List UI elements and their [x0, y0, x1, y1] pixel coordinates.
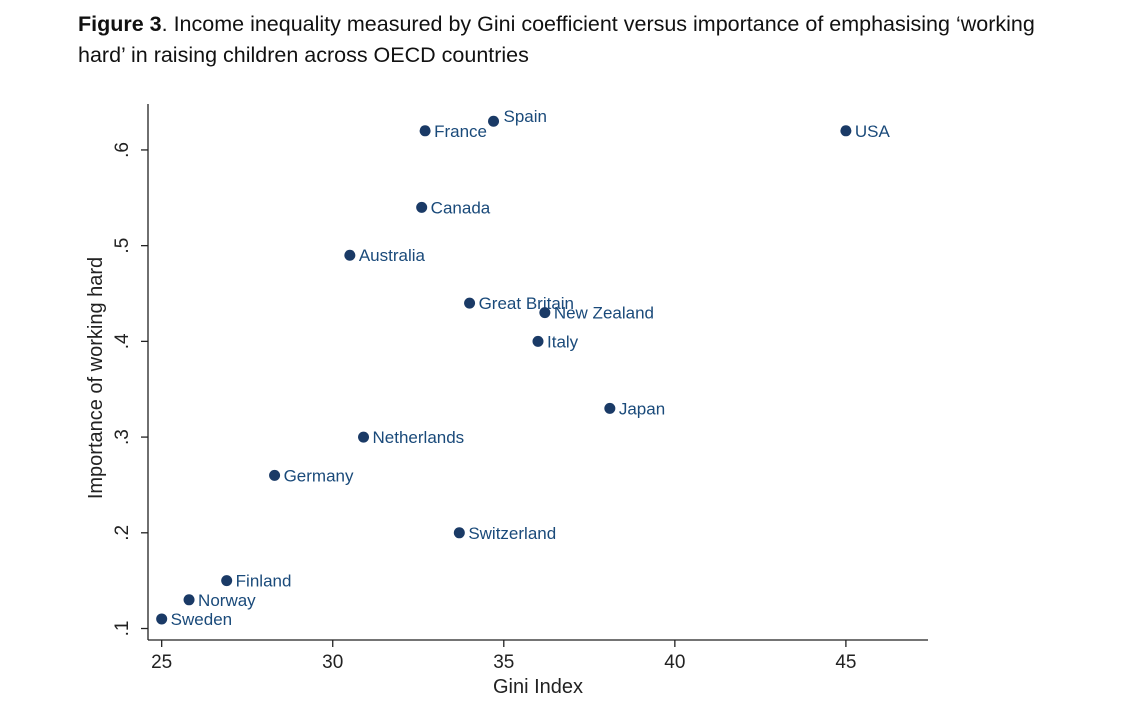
data-point — [604, 402, 616, 414]
y-tick-label: .4 — [112, 333, 133, 349]
data-point-label: Germany — [284, 466, 354, 485]
data-point — [344, 249, 356, 261]
data-point — [419, 125, 431, 137]
x-tick-label: 40 — [664, 652, 685, 673]
y-tick-label: .5 — [112, 238, 133, 254]
x-axis: 25 30 35 40 45 — [148, 639, 928, 673]
data-point-label: Great Britain — [479, 294, 574, 313]
data-point-label: Netherlands — [373, 428, 465, 447]
data-point-label: Finland — [236, 572, 292, 591]
y-tick-label: .1 — [112, 621, 133, 637]
data-point — [221, 575, 233, 587]
y-tick-label: .6 — [112, 142, 133, 158]
data-point-label: Spain — [504, 107, 547, 126]
y-tick-label: .3 — [112, 429, 133, 445]
x-tick-label: 45 — [835, 652, 856, 673]
x-axis-title: Gini Index — [493, 676, 583, 698]
y-axis: .1 .2 .3 .4 .5 .6 — [112, 104, 149, 640]
figure-caption-text: . Income inequality measured by Gini coe… — [78, 12, 1035, 67]
figure-label: Figure 3 — [78, 12, 162, 36]
y-tick-label: .2 — [112, 525, 133, 541]
data-point — [416, 201, 428, 213]
data-point-label: France — [434, 122, 487, 141]
data-point — [539, 307, 551, 319]
data-point-label: Italy — [547, 332, 579, 351]
data-point — [840, 125, 852, 137]
data-point — [183, 594, 195, 606]
y-axis-title: Importance of working hard — [85, 257, 107, 499]
x-tick-label: 35 — [493, 652, 514, 673]
data-point — [488, 115, 500, 127]
data-point-label: New Zealand — [554, 304, 654, 323]
data-points: USA Spain France Canada Australia Great Brita… — [156, 107, 891, 629]
data-point — [269, 469, 281, 481]
data-point-label: Japan — [619, 399, 665, 418]
data-point-label: Canada — [431, 198, 491, 217]
data-point — [358, 431, 370, 443]
data-point-label: Norway — [198, 591, 256, 610]
data-point-label: Switzerland — [468, 524, 556, 543]
data-point-label: USA — [855, 122, 891, 141]
data-point — [156, 613, 168, 625]
x-tick-label: 30 — [322, 652, 343, 673]
data-point — [464, 297, 476, 309]
x-tick-label: 25 — [151, 652, 172, 673]
data-point-label: Australia — [359, 246, 426, 265]
data-point — [453, 527, 465, 539]
data-point-label: Sweden — [171, 610, 232, 629]
data-point — [532, 335, 544, 347]
figure-caption: Figure 3. Income inequality measured by … — [78, 9, 1078, 71]
